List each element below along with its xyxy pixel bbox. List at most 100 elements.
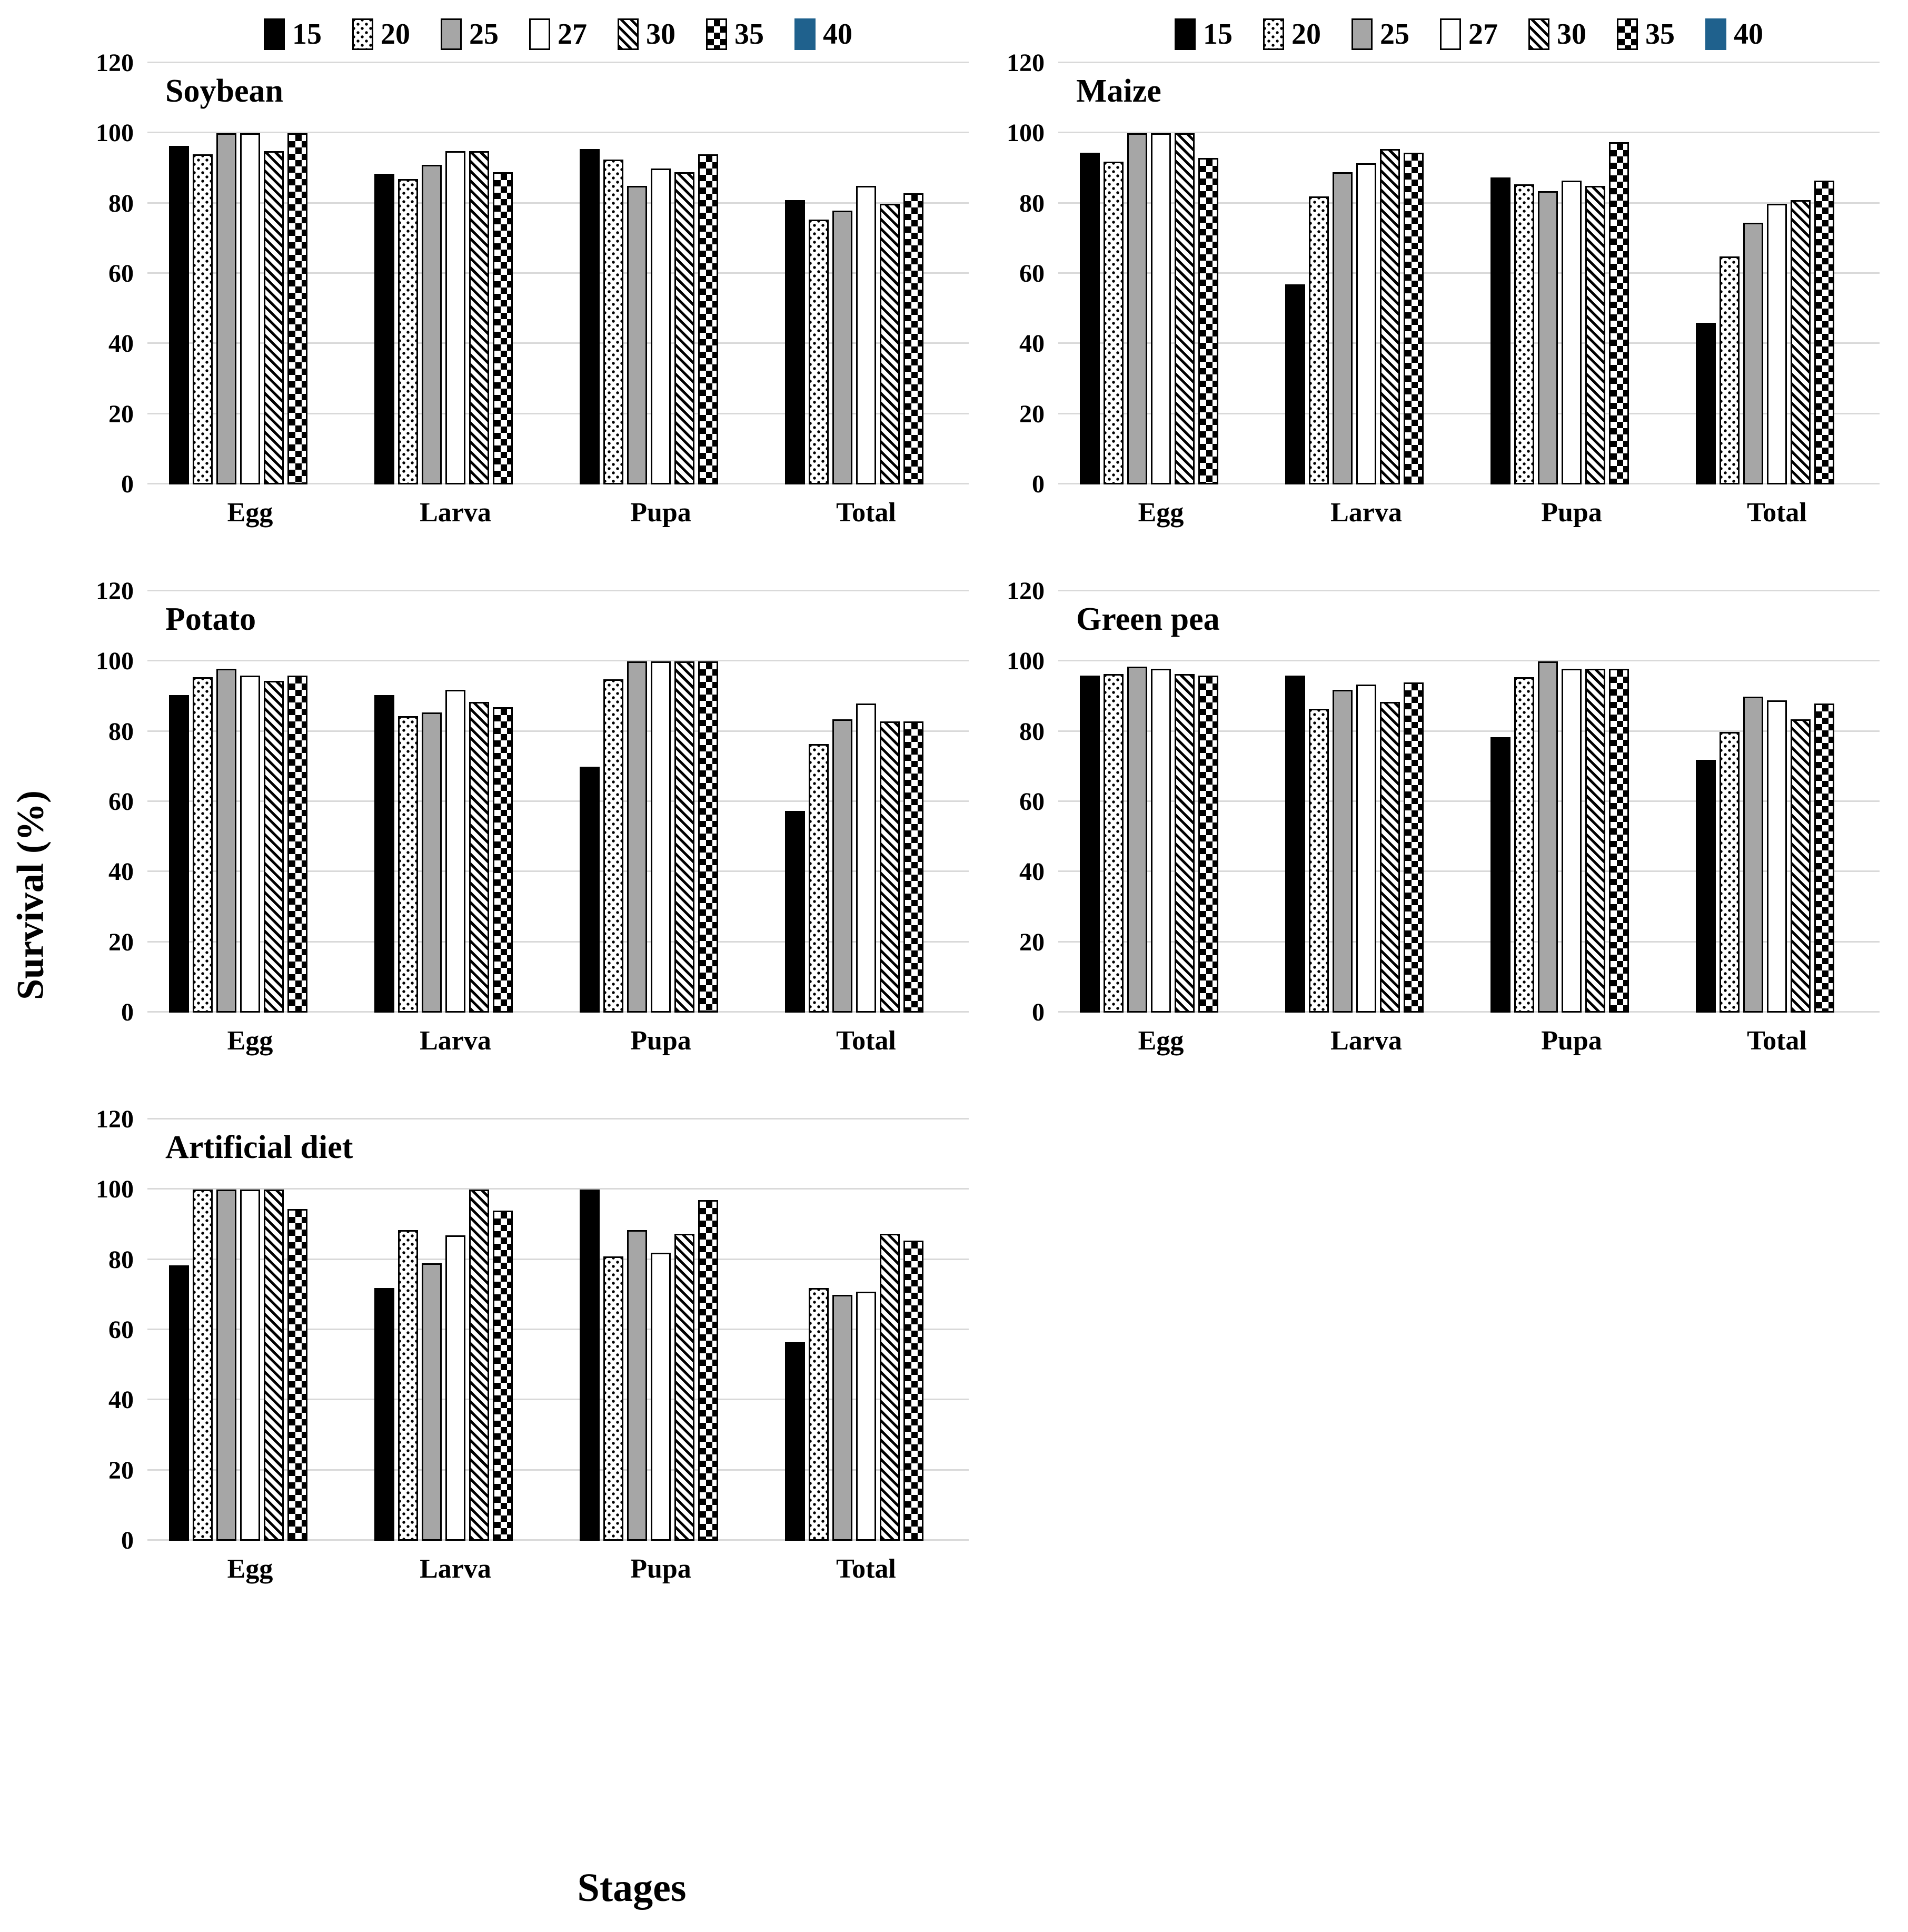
gridline <box>1058 62 1880 63</box>
bar-20-pupa <box>1514 677 1534 1013</box>
bar-20-larva <box>1309 709 1329 1013</box>
bar-30-total <box>1791 719 1811 1013</box>
legend-label: 35 <box>734 18 764 51</box>
gridline <box>147 660 969 662</box>
gridline <box>1058 342 1880 344</box>
x-tick-label: Pupa <box>1541 1026 1602 1056</box>
bar-group-total <box>1674 697 1880 1013</box>
gridline <box>147 1118 969 1119</box>
bar-group-larva <box>353 689 558 1013</box>
legend-swatch-35 <box>706 18 727 50</box>
gridline <box>1058 590 1880 591</box>
x-tick-label: Larva <box>1330 498 1402 528</box>
bar-35-larva <box>493 1211 513 1541</box>
bar-30-pupa <box>1585 186 1605 484</box>
y-tick-label: 0 <box>121 998 134 1026</box>
y-tick-label: 20 <box>108 928 134 956</box>
bar-groups <box>1058 63 1880 484</box>
legend-item-40: 40 <box>794 17 852 51</box>
bar-group-pupa <box>1469 142 1674 484</box>
chart-box: 0 20 40 60 80 100 120 Soybean <box>79 51 969 497</box>
bar-25-larva <box>1333 689 1353 1013</box>
bar-35-pupa <box>698 661 718 1013</box>
bar-group-egg <box>1058 667 1264 1013</box>
gridline <box>1058 412 1880 414</box>
legend-swatch-15 <box>264 18 285 50</box>
y-axis: 0 20 40 60 80 100 120 <box>990 51 1058 497</box>
bar-group-pupa <box>558 149 763 484</box>
bar-30-egg <box>1175 133 1195 484</box>
plot-area: Maize <box>1058 62 1880 484</box>
x-tick-label: Pupa <box>630 498 691 528</box>
bar-15-larva <box>374 174 394 484</box>
legend-label: 40 <box>1734 18 1763 51</box>
x-tick-label: Total <box>836 1026 896 1056</box>
bar-25-egg <box>216 668 236 1013</box>
gridline <box>1058 940 1880 943</box>
legend-label: 40 <box>823 18 852 51</box>
chart-title: Soybean <box>165 73 283 109</box>
chart-title: Artificial diet <box>165 1130 353 1165</box>
bar-20-pupa <box>603 679 623 1013</box>
x-tick-labels: Egg Larva Pupa Total <box>147 1013 969 1056</box>
y-tick-label: 20 <box>1019 928 1045 956</box>
gridline <box>1058 660 1880 662</box>
bar-27-larva <box>445 689 465 1013</box>
bar-15-total <box>1696 760 1716 1013</box>
legend-swatch-25 <box>441 18 462 50</box>
bar-20-total <box>1720 731 1740 1013</box>
bar-group-egg <box>147 133 353 484</box>
chart-title: Maize <box>1076 73 1161 109</box>
legend-item-25: 25 <box>441 17 499 51</box>
legend-item-27: 27 <box>529 17 587 51</box>
x-tick-label: Egg <box>1138 498 1184 528</box>
bar-groups <box>147 63 969 484</box>
bar-35-egg <box>287 133 307 484</box>
bar-15-egg <box>1080 676 1100 1013</box>
x-tick-label: Pupa <box>630 1554 691 1584</box>
y-tick-label: 40 <box>108 858 134 886</box>
legend: 15 20 25 27 30 35 40 <box>1058 5 1880 63</box>
x-tick-label: Total <box>1747 1026 1807 1056</box>
chart-potato: 0 20 40 60 80 100 120 Potato Egg Larva Pupa Total <box>79 579 990 1056</box>
legend-label: 27 <box>558 18 587 51</box>
bar-30-egg <box>1175 673 1195 1013</box>
y-tick-label: 100 <box>96 647 134 676</box>
y-tick-label: 100 <box>1007 119 1045 147</box>
gridline <box>147 730 969 732</box>
plot-area: Potato <box>147 590 969 1013</box>
gridline <box>147 1469 969 1471</box>
bar-27-total <box>856 1291 876 1541</box>
bar-20-total <box>1720 256 1740 484</box>
y-tick-label: 20 <box>108 1456 134 1484</box>
chart-artificial-diet: 0 20 40 60 80 100 120 Artificial diet Egg Larva Pu… <box>79 1107 990 1584</box>
y-axis: 0 20 40 60 80 100 120 <box>79 579 147 1025</box>
bar-27-total <box>856 186 876 484</box>
bar-35-larva <box>1404 682 1424 1013</box>
y-tick-label: 80 <box>1019 717 1045 746</box>
bar-15-pupa <box>580 149 600 484</box>
bar-25-pupa <box>627 186 647 484</box>
legend-item-20: 20 <box>352 17 410 51</box>
bar-15-egg <box>169 145 189 484</box>
legend-label: 27 <box>1468 18 1498 51</box>
bar-25-total <box>1743 223 1763 484</box>
y-tick-label: 80 <box>108 189 134 217</box>
y-tick-label: 60 <box>1019 788 1045 816</box>
bar-25-larva <box>422 165 442 484</box>
x-tick-label: Larva <box>1330 1026 1402 1056</box>
gridline <box>1058 202 1880 204</box>
y-tick-label: 0 <box>121 1527 134 1554</box>
plot-area: Artificial diet <box>147 1118 969 1541</box>
bar-group-egg <box>1058 133 1264 484</box>
bar-20-larva <box>398 1230 418 1541</box>
bar-35-egg <box>1198 676 1218 1013</box>
bar-15-pupa <box>580 767 600 1013</box>
bar-35-egg <box>1198 158 1218 484</box>
bar-20-egg <box>1104 673 1124 1013</box>
y-tick-label: 120 <box>96 1105 134 1133</box>
bar-group-larva <box>353 151 558 484</box>
bar-30-larva <box>469 1190 489 1541</box>
bar-20-egg <box>1104 161 1124 484</box>
bar-30-total <box>1791 200 1811 484</box>
